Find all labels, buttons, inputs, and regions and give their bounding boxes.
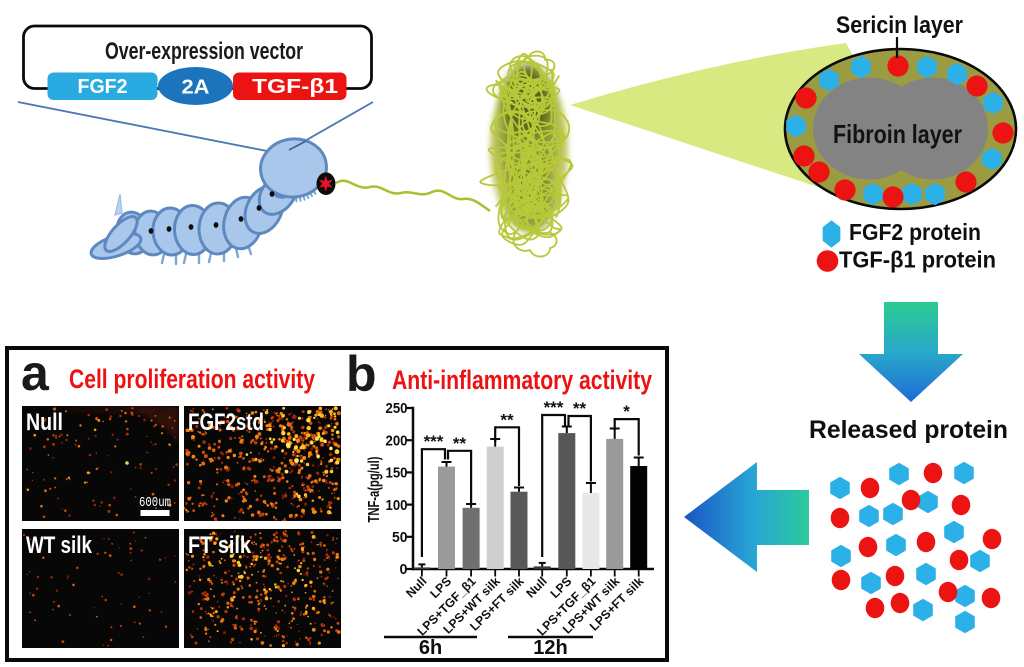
svg-text:Cell proliferation activity: Cell proliferation activity [69, 364, 315, 394]
svg-text:FT silk: FT silk [188, 532, 252, 559]
svg-text:150: 150 [386, 466, 408, 482]
svg-text:b: b [346, 346, 377, 402]
svg-text:a: a [21, 345, 50, 401]
svg-text:TGF-β1 protein: TGF-β1 protein [839, 247, 996, 273]
svg-text:50: 50 [392, 530, 408, 546]
svg-text:100: 100 [386, 498, 408, 514]
svg-text:6h: 6h [419, 637, 442, 659]
svg-text:12h: 12h [533, 637, 567, 659]
svg-text:WT silk: WT silk [26, 532, 93, 559]
svg-text:***: *** [544, 398, 564, 417]
svg-text:TGF-β1: TGF-β1 [252, 76, 338, 98]
svg-text:FGF2: FGF2 [78, 76, 128, 98]
svg-text:**: ** [500, 410, 514, 429]
svg-text:Fibroin layer: Fibroin layer [833, 119, 962, 149]
svg-text:Sericin layer: Sericin layer [836, 12, 963, 39]
svg-text:600um: 600um [139, 495, 171, 511]
svg-text:0: 0 [400, 562, 408, 578]
svg-text:Over-expression vector: Over-expression vector [105, 38, 303, 65]
svg-text:TNF-a(pg/ul): TNF-a(pg/ul) [366, 457, 383, 523]
svg-text:**: ** [573, 399, 587, 418]
svg-text:250: 250 [386, 401, 408, 417]
svg-text:2A: 2A [182, 77, 210, 99]
svg-text:Released protein: Released protein [809, 416, 1008, 444]
svg-text:Null: Null [26, 409, 63, 436]
svg-text:FGF2 protein: FGF2 protein [849, 219, 981, 245]
svg-text:*: * [623, 402, 630, 421]
svg-text:Anti-inflammatory activity: Anti-inflammatory activity [392, 365, 652, 395]
svg-text:**: ** [453, 434, 467, 453]
svg-text:***: *** [424, 432, 444, 451]
svg-text:FGF2std: FGF2std [188, 409, 264, 436]
svg-text:200: 200 [386, 433, 408, 449]
